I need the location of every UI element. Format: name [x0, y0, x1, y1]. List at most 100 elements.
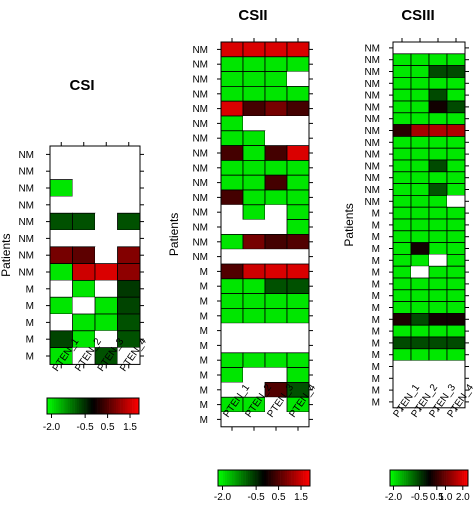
heatmap-cell — [286, 174, 310, 191]
heatmap-cell — [265, 116, 287, 131]
heatmap-cell — [243, 219, 265, 235]
y-tick-label: NM — [18, 150, 34, 161]
heatmap-cell — [50, 196, 73, 214]
y-tick-label: M — [200, 267, 208, 278]
heatmap-cell — [220, 145, 244, 161]
heatmap-cell — [410, 277, 430, 291]
y-tick-label: NM — [18, 167, 34, 178]
y-axis-label: Patients — [342, 203, 356, 246]
heatmap-cell — [410, 159, 430, 173]
heatmap-cell — [220, 100, 244, 117]
y-tick-label: M — [372, 374, 380, 385]
heatmap-cell — [95, 230, 118, 247]
heatmap-cell — [429, 384, 447, 396]
colorbar-segment — [296, 470, 299, 486]
y-tick-label: M — [26, 301, 34, 312]
heatmap-cell — [220, 367, 244, 383]
colorbar-tick-label: -2.0 — [214, 492, 232, 503]
colorbar-segment — [391, 470, 395, 486]
heatmap-cell — [446, 312, 466, 326]
heatmap-cell — [410, 88, 430, 102]
heatmap-cell — [117, 296, 141, 315]
colorbar-segment — [218, 470, 221, 486]
heatmap-cell — [410, 348, 430, 361]
heatmap-cell — [410, 100, 430, 114]
heatmap-cell — [49, 263, 73, 281]
colorbar-tick-label: 0.5 — [430, 492, 444, 503]
colorbar-segment — [99, 398, 103, 414]
heatmap-cell — [392, 242, 412, 255]
colorbar-segment — [93, 398, 96, 414]
y-tick-label: NM — [364, 161, 380, 172]
heatmap-cell — [411, 372, 429, 385]
heatmap-cell — [49, 246, 73, 265]
colorbar-segment — [307, 470, 311, 486]
heatmap-cell — [117, 246, 141, 265]
heatmap-cell — [446, 336, 466, 350]
heatmap-cell — [95, 330, 118, 348]
y-tick-label: NM — [192, 75, 208, 86]
colorbar-segment — [220, 470, 223, 486]
colorbar-segment — [111, 398, 114, 414]
colorbar-segment — [86, 398, 89, 414]
heatmap-cell — [117, 196, 140, 214]
colorbar-segment — [229, 470, 233, 486]
heatmap-cell — [392, 77, 412, 90]
heatmap-cell — [446, 324, 466, 338]
colorbar-segment — [434, 470, 438, 486]
heatmap-cell — [286, 189, 310, 206]
heatmap-cell — [264, 71, 288, 87]
heatmap-cell — [242, 159, 266, 176]
heatmap-cell — [393, 360, 411, 373]
colorbar-segment — [79, 398, 82, 414]
heatmap-cell — [410, 218, 430, 232]
heatmap-panel-csii: CSII Patients NM NM NM NM NM NM NM NM NM NM NM NM NM NM… — [167, 7, 318, 503]
heatmap-cell — [410, 183, 430, 196]
heatmap-cell — [446, 112, 466, 126]
colorbar-segment — [129, 398, 133, 414]
heatmap-cell — [392, 112, 412, 126]
heatmap-cell — [242, 56, 266, 72]
heatmap-cell — [446, 159, 466, 173]
colorbar-segment — [401, 470, 404, 486]
heatmap-cell — [243, 116, 265, 131]
heatmap-cell — [447, 195, 465, 208]
heatmap-cell — [264, 263, 288, 280]
heatmap-cell — [50, 146, 73, 163]
heatmap-cell — [428, 147, 448, 161]
y-tick-label: M — [200, 415, 208, 426]
colorbar-segment — [264, 470, 267, 486]
y-tick-label: NM — [192, 149, 208, 160]
colorbar-segment — [47, 398, 50, 414]
colorbar-segment — [409, 470, 412, 486]
heatmap-cell — [242, 307, 266, 324]
heatmap-cell — [221, 382, 243, 398]
y-tick-label: NM — [18, 217, 34, 228]
heatmap-cell — [117, 179, 140, 197]
heatmap-cell — [428, 265, 448, 279]
heatmap-cell — [220, 352, 244, 368]
heatmap-cell — [242, 41, 266, 58]
y-tick-label: M — [200, 341, 208, 352]
heatmap-cell — [447, 360, 465, 373]
heatmap-cell — [117, 212, 141, 231]
heatmap-cell — [447, 396, 465, 408]
panel-title: CSIII — [401, 7, 434, 24]
heatmap-cell — [392, 88, 412, 102]
colorbar-segment — [268, 470, 272, 486]
colorbar-segment — [303, 470, 306, 486]
y-tick-label: M — [26, 335, 34, 346]
heatmap-cell — [287, 116, 309, 131]
colorbar-segment — [275, 470, 279, 486]
plot-frame — [220, 41, 310, 428]
y-axis-label: Patients — [0, 234, 13, 277]
heatmap-cell — [286, 278, 310, 294]
heatmap-cell — [428, 135, 448, 149]
y-tick-label: M — [200, 326, 208, 337]
heatmap-cell — [392, 65, 412, 78]
colorbar-segment — [411, 470, 414, 486]
y-tick-label: NM — [364, 185, 380, 196]
heatmap-cell — [72, 313, 96, 332]
panel-title: CSII — [238, 7, 267, 24]
